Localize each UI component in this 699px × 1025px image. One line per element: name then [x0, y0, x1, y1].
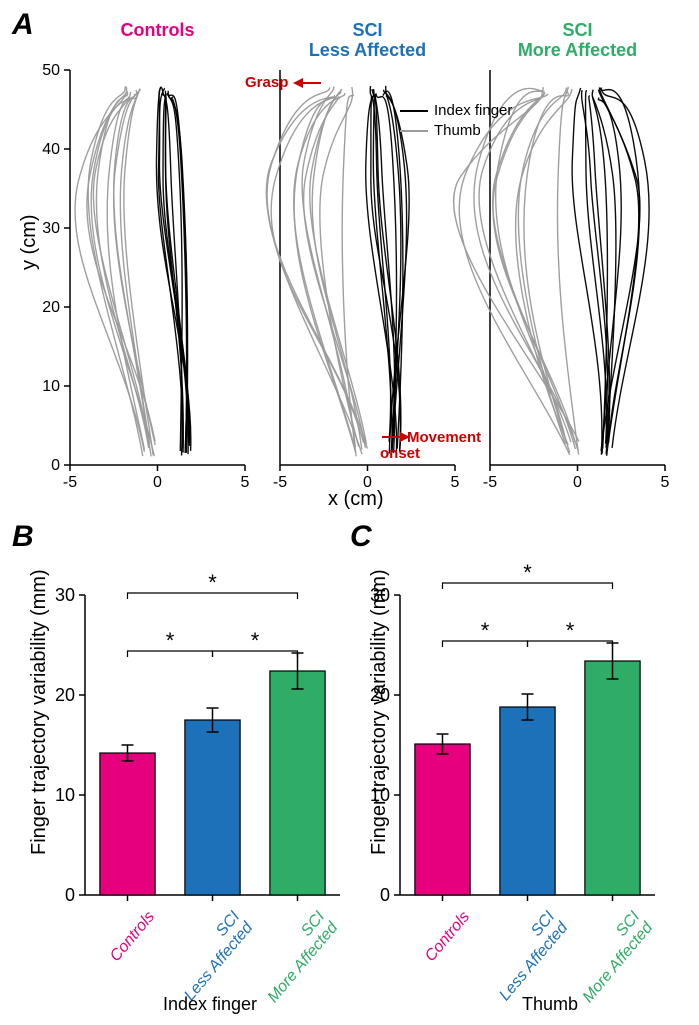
svg-text:SCI: SCI	[352, 20, 382, 40]
svg-text:*: *	[566, 618, 575, 643]
svg-text:20: 20	[55, 685, 75, 705]
grasp-text: Grasp	[245, 74, 288, 91]
onset-arrow-icon	[380, 430, 410, 444]
grasp-annotation: Grasp	[245, 74, 323, 91]
legend-svg: Index finger Thumb	[400, 103, 530, 143]
svg-text:More Affected: More Affected	[518, 40, 637, 60]
svg-text:-5: -5	[483, 474, 497, 491]
svg-text:-5: -5	[273, 474, 287, 491]
grasp-arrow-icon	[293, 76, 323, 90]
svg-text:Less Affected: Less Affected	[309, 40, 426, 60]
svg-text:10: 10	[42, 378, 60, 395]
legend: Index finger Thumb	[400, 103, 530, 147]
svg-text:*: *	[523, 560, 532, 585]
legend-thumb-text: Thumb	[434, 122, 481, 139]
svg-text:5: 5	[241, 474, 250, 491]
svg-text:50: 50	[42, 62, 60, 79]
panel-b-ylabel: Finger trajectory variability (mm)	[28, 569, 51, 855]
svg-text:0: 0	[65, 885, 75, 905]
svg-text:30: 30	[55, 585, 75, 605]
svg-text:30: 30	[42, 220, 60, 237]
svg-text:Controls: Controls	[121, 20, 195, 40]
panel-c-ylabel: Finger trajectory variability (mm)	[368, 569, 391, 855]
panel-c-group-label: Thumb	[450, 994, 650, 1015]
svg-text:*: *	[481, 618, 490, 643]
legend-index-text: Index finger	[434, 103, 512, 119]
panel-b-group-label: Index finger	[110, 994, 310, 1015]
svg-text:SCI: SCI	[562, 20, 592, 40]
panel-a-xlabel: x (cm)	[328, 488, 384, 511]
onset-annotation: Movement onset	[380, 430, 481, 462]
svg-text:-5: -5	[63, 474, 77, 491]
svg-text:0: 0	[153, 474, 162, 491]
svg-text:10: 10	[55, 785, 75, 805]
svg-text:5: 5	[661, 474, 670, 491]
panel-a-svg: 01020304050-505Controls-505SCILess Affec…	[0, 0, 699, 500]
svg-text:0: 0	[573, 474, 582, 491]
svg-text:5: 5	[451, 474, 460, 491]
svg-text:40: 40	[42, 141, 60, 158]
svg-text:*: *	[166, 628, 175, 653]
svg-text:0: 0	[51, 457, 60, 474]
svg-text:*: *	[208, 570, 217, 595]
svg-text:*: *	[251, 628, 260, 653]
svg-text:20: 20	[42, 299, 60, 316]
svg-text:0: 0	[380, 885, 390, 905]
figure: { "panelA": { "label": "A", "ylabel": "y…	[0, 0, 699, 1025]
